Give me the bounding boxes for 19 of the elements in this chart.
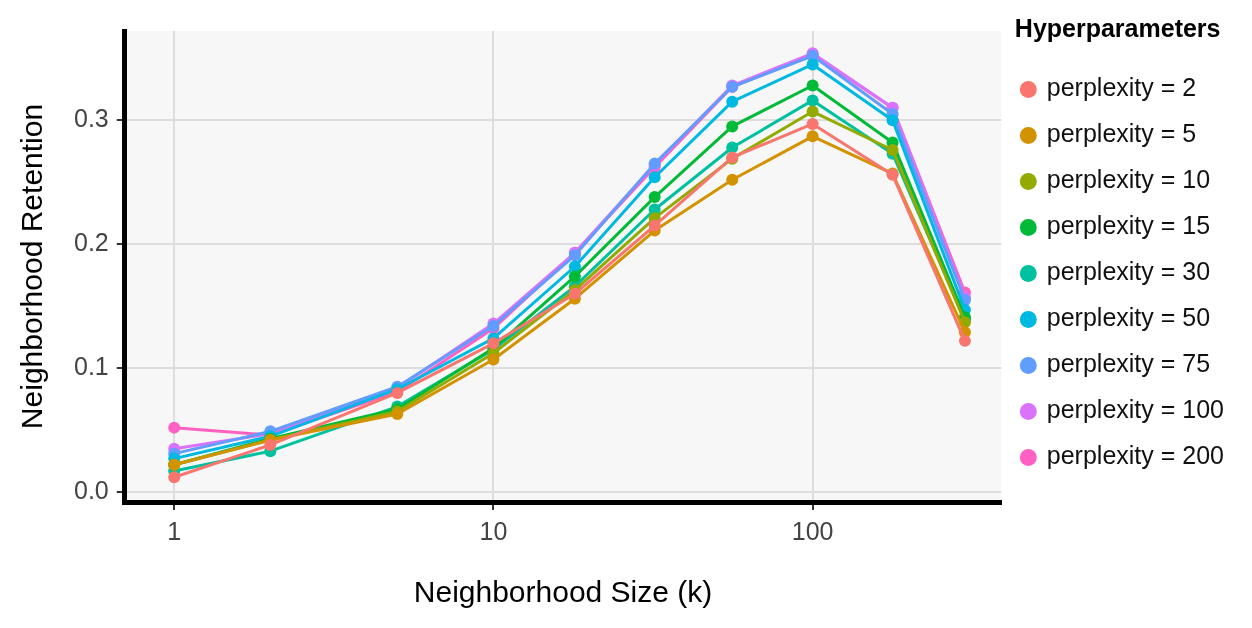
y-tick-label: 0.1 — [73, 352, 109, 381]
x-tick-label: 1 — [167, 516, 182, 545]
legend-label: perplexity = 2 — [1046, 73, 1197, 102]
y-tick-label: 0.2 — [73, 228, 109, 257]
legend-label: perplexity = 200 — [1046, 441, 1225, 470]
legend-label: perplexity = 15 — [1046, 211, 1211, 240]
y-tick-label: 0.0 — [73, 475, 109, 504]
legend-label: perplexity = 75 — [1046, 349, 1211, 378]
legend-title: Hyperparameters — [1014, 14, 1221, 43]
legend-label: perplexity = 30 — [1046, 257, 1211, 286]
y-axis-title: Neighborhood Retention — [15, 103, 49, 430]
legend-label: perplexity = 10 — [1046, 165, 1211, 194]
y-tick-label: 0.3 — [73, 104, 109, 133]
legend-label: perplexity = 5 — [1046, 119, 1197, 148]
legend-label: perplexity = 50 — [1046, 303, 1211, 332]
x-tick-label: 10 — [479, 516, 508, 545]
x-tick-label: 100 — [791, 516, 834, 545]
legend-label: perplexity = 100 — [1046, 395, 1225, 424]
x-axis-title: Neighborhood Size (k) — [413, 575, 713, 609]
